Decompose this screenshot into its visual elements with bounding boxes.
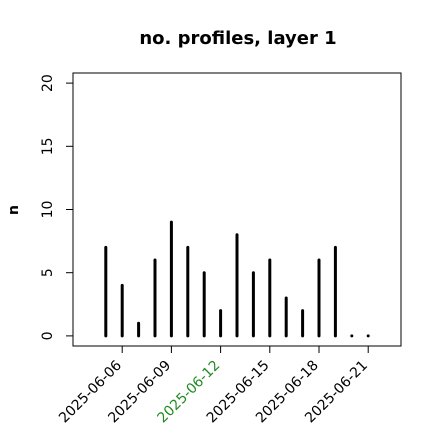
chart-title: no. profiles, layer 1 — [139, 28, 336, 49]
y-tick-label: 0 — [40, 331, 56, 340]
y-tick-label: 15 — [40, 137, 56, 155]
y-tick-label: 5 — [40, 268, 56, 277]
y-tick-label: 20 — [40, 74, 56, 92]
y-tick-label: 10 — [40, 201, 56, 219]
y-axis-label: n — [6, 205, 22, 215]
